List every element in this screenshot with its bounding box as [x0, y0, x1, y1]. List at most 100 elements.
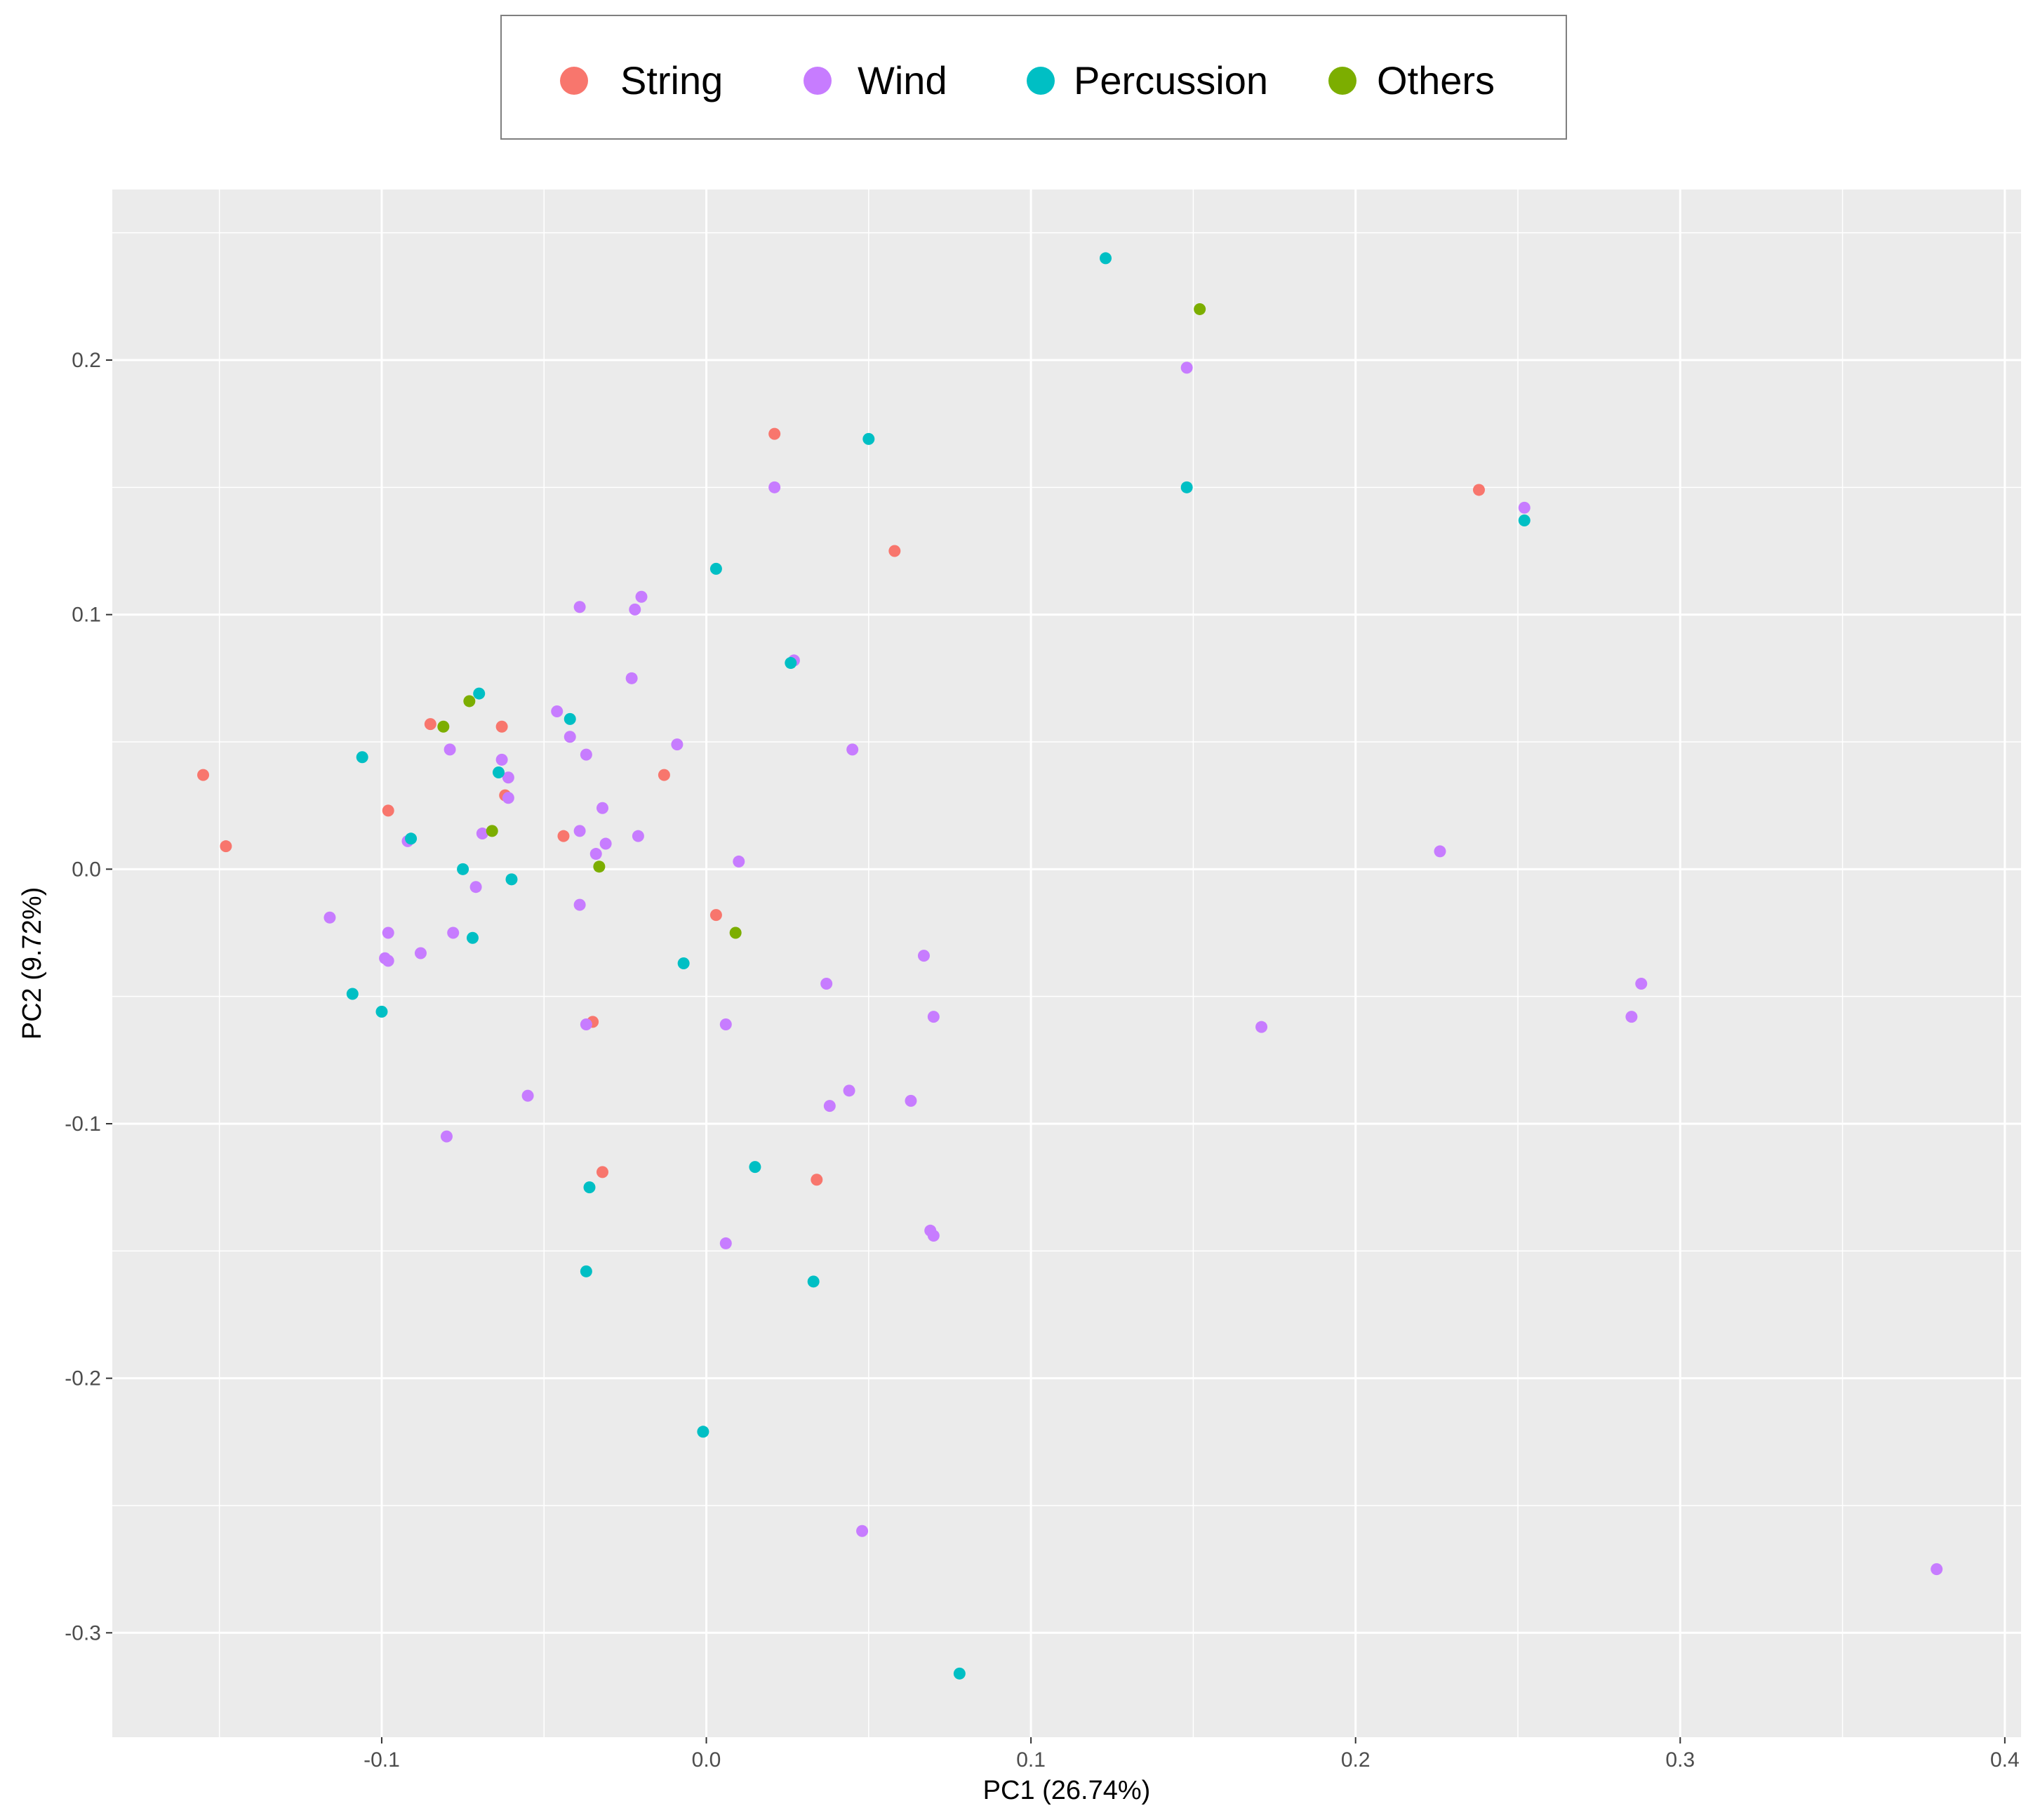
point-wind: [927, 1230, 940, 1242]
x-tick-label: 0.0: [692, 1748, 721, 1772]
y-tick-label: 0.0: [72, 858, 101, 881]
point-percussion: [697, 1426, 709, 1438]
x-tick-label: 0.1: [1016, 1748, 1046, 1772]
point-string: [709, 909, 722, 922]
point-string: [495, 720, 508, 733]
point-percussion: [473, 687, 486, 700]
point-wind: [632, 830, 644, 842]
point-wind: [1931, 1563, 1943, 1576]
point-others: [437, 720, 450, 733]
point-wind: [629, 603, 641, 616]
point-wind: [444, 743, 456, 756]
point-others: [486, 825, 498, 837]
point-percussion: [466, 931, 479, 944]
point-percussion: [356, 751, 368, 764]
point-wind: [521, 1089, 534, 1102]
y-tick-label: 0.2: [72, 349, 101, 372]
point-others: [729, 926, 742, 939]
point-wind: [1518, 501, 1531, 514]
point-wind: [635, 590, 648, 603]
point-wind: [625, 672, 638, 684]
point-string: [197, 769, 210, 781]
point-percussion: [505, 873, 518, 886]
point-string: [811, 1174, 823, 1186]
point-percussion: [457, 863, 469, 875]
point-wind: [856, 1525, 869, 1537]
point-string: [596, 1166, 609, 1178]
x-tick-label: 0.3: [1665, 1748, 1695, 1772]
point-string: [382, 804, 394, 817]
major-gridlines: [112, 190, 2021, 1737]
point-wind: [719, 1237, 732, 1249]
point-percussion: [580, 1265, 592, 1277]
point-others: [463, 695, 476, 708]
point-wind: [768, 481, 781, 493]
point-wind: [917, 950, 930, 962]
point-wind: [733, 855, 745, 868]
point-percussion: [375, 1005, 388, 1018]
point-wind: [596, 802, 609, 814]
point-string: [888, 545, 901, 557]
legend-key-others: [1328, 67, 1356, 95]
point-wind: [905, 1094, 917, 1107]
point-wind: [382, 926, 394, 939]
point-percussion: [953, 1667, 966, 1680]
point-wind: [1180, 361, 1193, 374]
point-percussion: [862, 432, 875, 445]
point-wind: [846, 743, 859, 756]
point-wind: [843, 1084, 855, 1097]
point-percussion: [346, 988, 359, 1000]
y-tick-label: 0.1: [72, 604, 101, 627]
point-others: [1194, 303, 1206, 315]
point-others: [593, 861, 606, 873]
point-percussion: [709, 562, 722, 575]
point-percussion: [749, 1161, 761, 1174]
point-wind: [719, 1018, 732, 1031]
legend-label-string: String: [620, 58, 723, 102]
point-wind: [573, 825, 586, 837]
point-wind: [580, 1018, 592, 1031]
y-axis-title: PC2 (9.72%): [18, 887, 47, 1040]
point-wind: [573, 898, 586, 911]
point-wind: [573, 601, 586, 613]
point-wind: [382, 955, 394, 967]
point-wind: [1255, 1021, 1268, 1033]
point-wind: [1434, 845, 1446, 858]
point-wind: [589, 848, 602, 861]
point-wind: [414, 947, 427, 959]
point-wind: [1635, 978, 1648, 990]
point-wind: [440, 1130, 453, 1143]
point-wind: [469, 881, 482, 894]
y-tick-label: -0.2: [65, 1367, 101, 1390]
y-tick-label: -0.3: [65, 1621, 101, 1645]
point-wind: [671, 738, 684, 751]
axis-ticks: [106, 359, 2006, 1743]
axis-tick-labels: -0.1 0.0 0.1 0.2 0.3 0.4 -0.3 -0.2 -0.1 0.0 0.1 0.2: [65, 349, 2019, 1772]
point-percussion: [1180, 481, 1193, 493]
point-wind: [447, 926, 460, 939]
point-string: [220, 840, 232, 853]
point-percussion: [583, 1181, 596, 1194]
x-tick-label: 0.2: [1341, 1748, 1371, 1772]
point-string: [1472, 484, 1485, 496]
y-tick-label: -0.1: [65, 1112, 101, 1136]
point-percussion: [807, 1275, 820, 1288]
point-wind: [564, 731, 576, 743]
point-string: [557, 830, 570, 842]
point-wind: [495, 753, 508, 766]
data-points: [197, 252, 1943, 1680]
point-wind: [324, 911, 336, 924]
point-wind: [580, 748, 592, 761]
point-percussion: [785, 657, 797, 670]
x-axis-title: PC1 (26.74%): [983, 1776, 1151, 1805]
x-tick-label: 0.4: [1990, 1748, 2020, 1772]
point-string: [658, 769, 670, 781]
plot-panel: [112, 190, 2021, 1737]
point-percussion: [564, 712, 576, 725]
point-percussion: [492, 766, 505, 779]
x-tick-label: -0.1: [364, 1748, 400, 1772]
point-percussion: [677, 957, 690, 969]
minor-gridlines: [112, 190, 2021, 1737]
point-percussion: [1518, 514, 1531, 526]
